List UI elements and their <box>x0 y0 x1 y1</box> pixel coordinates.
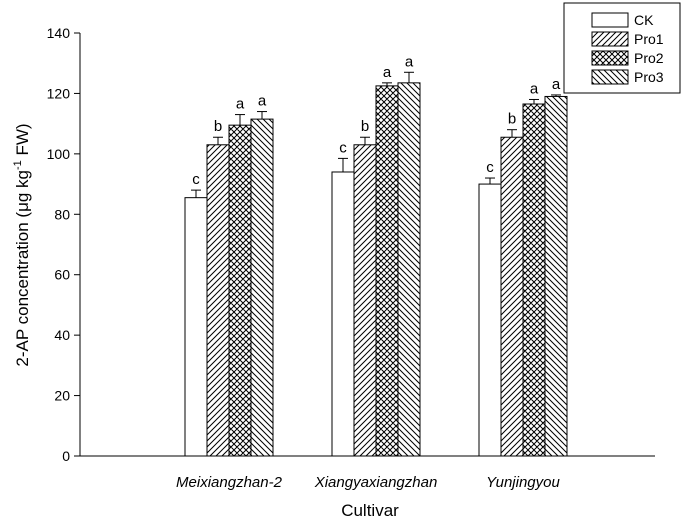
significance-label: a <box>405 53 414 70</box>
bar <box>228 124 252 457</box>
legend: CK Pro1 Pro2 Pro3 <box>563 2 681 94</box>
y-axis-title-main: 2-AP concentration (μg kg <box>13 170 32 367</box>
legend-swatch <box>591 12 629 28</box>
bar <box>206 144 230 457</box>
legend-swatch <box>591 50 629 66</box>
legend-swatch <box>591 31 629 47</box>
legend-label: Pro1 <box>634 31 664 47</box>
y-tick-label: 0 <box>62 448 70 464</box>
legend-label: CK <box>634 12 654 28</box>
category-label: Yunjingyou <box>486 474 560 491</box>
significance-label: b <box>214 118 222 135</box>
category-label: Meixiangzhan-2 <box>176 474 283 491</box>
bar <box>522 103 546 457</box>
bar <box>353 144 377 457</box>
significance-label: a <box>530 80 539 97</box>
y-tick-label: 120 <box>47 85 71 101</box>
y-axis-title-superscript: -1 <box>12 160 24 170</box>
significance-label: b <box>508 111 516 128</box>
bar <box>478 183 502 457</box>
bar <box>331 171 355 457</box>
category-labels: Meixiangzhan-2 Xiangyaxiangzhan Yunjingyou <box>176 474 560 491</box>
bar <box>375 85 399 457</box>
bar <box>544 95 568 457</box>
y-tick-label: 80 <box>54 206 70 222</box>
x-axis-title: Cultivar <box>341 501 399 520</box>
bar <box>184 197 208 457</box>
significance-label: a <box>383 64 392 81</box>
y-axis-title-tail: FW) <box>13 123 32 160</box>
significance-label: b <box>361 118 369 135</box>
y-axis-title: 2-AP concentration (μg kg-1 FW) <box>12 123 32 366</box>
y-tick-label: 100 <box>47 146 71 162</box>
legend-label: Pro3 <box>634 69 664 85</box>
significance-label: c <box>486 159 494 176</box>
category-label: Xiangyaxiangzhan <box>314 474 438 491</box>
y-tick-label: 140 <box>47 25 71 41</box>
y-axis-ticks: 0 20 40 60 80 100 120 140 <box>47 25 80 464</box>
significance-label: a <box>236 96 245 113</box>
legend-label: Pro2 <box>634 50 664 66</box>
bar <box>500 136 524 457</box>
y-tick-label: 40 <box>54 327 70 343</box>
y-tick-label: 20 <box>54 388 70 404</box>
legend-swatch <box>591 69 629 85</box>
y-tick-label: 60 <box>54 267 70 283</box>
significance-label: a <box>552 76 561 93</box>
significance-label: c <box>339 139 347 156</box>
significance-label: c <box>192 171 200 188</box>
significance-label: a <box>258 93 267 110</box>
bar <box>250 118 274 457</box>
bar <box>397 82 421 457</box>
